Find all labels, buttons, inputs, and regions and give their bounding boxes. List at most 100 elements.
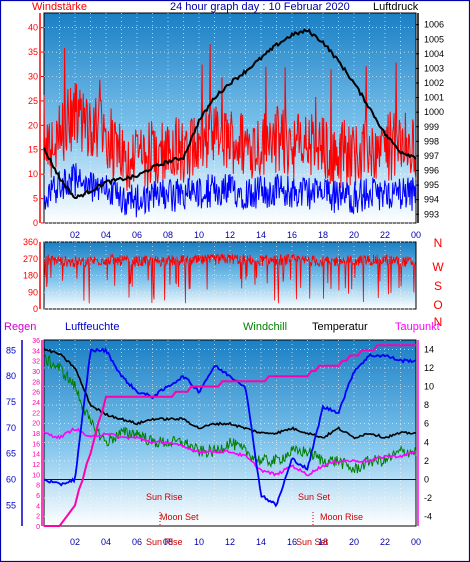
rain-tick-label: 16 xyxy=(32,441,40,448)
pressure-tick-label: 1002 xyxy=(424,78,444,88)
pressure-tick-label: 999 xyxy=(424,122,439,132)
humidity-tick-label: 55 xyxy=(6,500,16,510)
rain-tick-label: 34 xyxy=(32,348,40,355)
sun-rise-x-label: Sun Rise xyxy=(146,537,183,547)
p1-x-tick-label: 00 xyxy=(411,230,421,240)
rain-tick-label: 12 xyxy=(32,462,40,469)
wind-tick-label: 5 xyxy=(33,194,38,204)
rain-tick-label: 6 xyxy=(36,493,40,500)
p1-x-tick-label: 04 xyxy=(101,230,111,240)
temperature-series xyxy=(43,347,417,440)
wind-tick-label: 30 xyxy=(28,71,38,81)
temp-tick-label: 10 xyxy=(424,382,434,392)
rain-tick-label: 32 xyxy=(32,359,40,366)
rain-tick-label: 18 xyxy=(32,431,40,438)
pressure-tick-label: 996 xyxy=(424,166,439,176)
pressure-tick-label: 998 xyxy=(424,136,439,146)
rain-tick-label: 22 xyxy=(32,410,40,417)
pressure-tick-label: 995 xyxy=(424,180,439,190)
wind-tick-label: 0 xyxy=(33,218,38,228)
rain-tick-label: 4 xyxy=(36,503,40,510)
axis-layer: 0510152025303540993994995996997998999100… xyxy=(6,13,444,547)
windchill-label: Windchill xyxy=(243,321,287,333)
winddir-series xyxy=(44,253,417,304)
pressure-tick-label: 1005 xyxy=(424,34,444,44)
p1-x-tick-label: 06 xyxy=(132,230,142,240)
chart-title: 24 hour graph day : 10 Februar 2020 xyxy=(170,1,350,13)
wind-axis-label: Windstärke xyxy=(32,1,87,13)
humidity-tick-label: 80 xyxy=(6,371,16,381)
sun-rise-annotation: Sun Rise xyxy=(146,492,183,502)
wind-tick-label: 25 xyxy=(28,96,38,106)
temp-tick-label: -4 xyxy=(424,512,432,522)
windchill-series xyxy=(43,352,417,474)
p3-x-tick-label: 18 xyxy=(318,537,328,547)
moon-set-annotation: Moon Set xyxy=(160,512,199,522)
humidity-tick-label: 65 xyxy=(6,449,16,459)
temp-tick-label: 12 xyxy=(424,363,434,373)
winddir-tick-label: 270 xyxy=(23,254,38,264)
rain-tick-label: 26 xyxy=(32,390,40,397)
dewpoint-label: Taupunkt xyxy=(395,321,440,333)
compass-label: W xyxy=(432,260,444,274)
pressure-axis-label: Luftdruck xyxy=(373,1,419,13)
p3-x-tick-label: 08 xyxy=(163,537,173,547)
p1-x-tick-label: 20 xyxy=(349,230,359,240)
rain-label: Regen xyxy=(4,321,36,333)
p1-x-tick-label: 18 xyxy=(318,230,328,240)
pressure-tick-label: 993 xyxy=(424,209,439,219)
wind-tick-label: 35 xyxy=(28,47,38,57)
moon-rise-annotation: Moon Rise xyxy=(320,512,363,522)
pressure-tick-label: 1006 xyxy=(424,20,444,30)
humidity-tick-label: 60 xyxy=(6,475,16,485)
temp-tick-label: 0 xyxy=(424,475,429,485)
rain-tick-label: 10 xyxy=(32,472,40,479)
humidity-tick-label: 85 xyxy=(6,345,16,355)
temp-tick-label: 8 xyxy=(424,400,429,410)
temp-tick-label: 6 xyxy=(424,419,429,429)
compass-label: N xyxy=(434,315,443,329)
wind-tick-label: 15 xyxy=(28,145,38,155)
wind-tick-label: 40 xyxy=(28,23,38,33)
wind-tick-label: 10 xyxy=(28,169,38,179)
pressure-tick-label: 1000 xyxy=(424,107,444,117)
rain-tick-label: 14 xyxy=(32,452,40,459)
rain-tick-label: 24 xyxy=(32,400,40,407)
p3-x-tick-label: 20 xyxy=(349,537,359,547)
p3-x-tick-label: 16 xyxy=(287,537,297,547)
temp-tick-label: 4 xyxy=(424,437,429,447)
pressure-tick-label: 997 xyxy=(424,151,439,161)
rain-tick-label: 2 xyxy=(36,514,40,521)
temp-tick-label: -2 xyxy=(424,493,432,503)
p3-x-tick-label: 22 xyxy=(380,537,390,547)
p1-x-tick-label: 14 xyxy=(256,230,266,240)
rain-tick-label: 36 xyxy=(32,338,40,345)
wind-average-series xyxy=(43,163,417,218)
pressure-tick-label: 1001 xyxy=(424,93,444,103)
p1-x-tick-label: 12 xyxy=(225,230,235,240)
p3-x-tick-label: 04 xyxy=(101,537,111,547)
p1-x-tick-label: 16 xyxy=(287,230,297,240)
p1-x-tick-label: 22 xyxy=(380,230,390,240)
humidity-tick-label: 70 xyxy=(6,423,16,433)
wind-gust-series xyxy=(43,44,417,191)
winddir-tick-label: 180 xyxy=(23,271,38,281)
compass-label: N xyxy=(434,236,443,250)
sun-set-x-label: Sun Set xyxy=(296,537,329,547)
compass-label: S xyxy=(434,279,442,293)
wind-tick-label: 20 xyxy=(28,120,38,130)
humidity-series xyxy=(43,347,417,508)
rain-tick-label: 28 xyxy=(32,379,40,386)
p1-x-tick-label: 08 xyxy=(163,230,173,240)
rain-tick-label: 8 xyxy=(36,483,40,490)
winddir-tick-label: 0 xyxy=(33,304,38,314)
sun-set-annotation: Sun Set xyxy=(298,492,331,502)
compass-label: O xyxy=(433,298,442,312)
grid-layer xyxy=(44,13,416,526)
pressure-tick-label: 1004 xyxy=(424,49,444,59)
p3-x-tick-label: 06 xyxy=(132,537,142,547)
p1-x-tick-label: 10 xyxy=(194,230,204,240)
rain-tick-label: 20 xyxy=(32,421,40,428)
